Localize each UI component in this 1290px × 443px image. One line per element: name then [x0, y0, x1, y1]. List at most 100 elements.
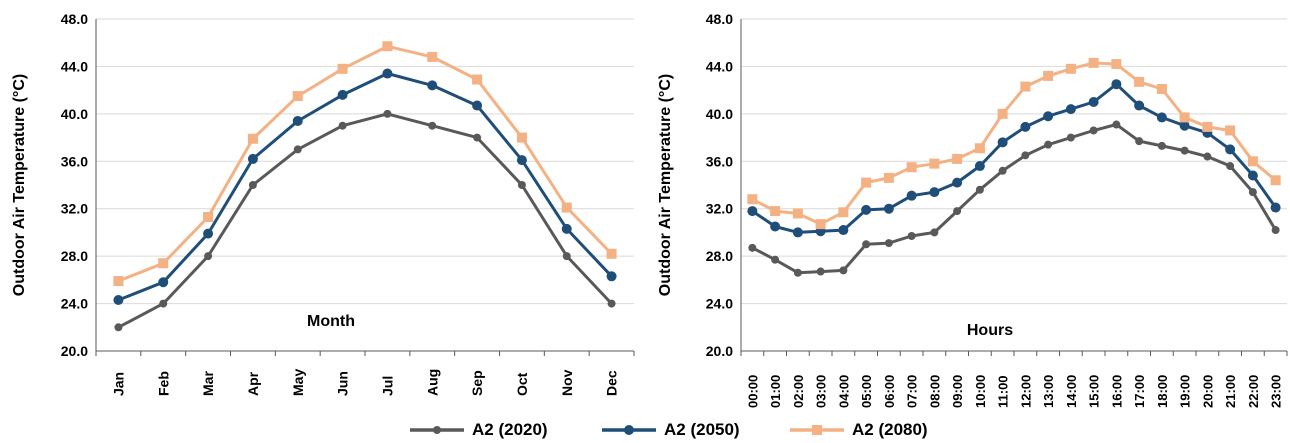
data-point [203, 212, 214, 223]
data-point [997, 108, 1008, 119]
data-point [838, 207, 849, 218]
data-point [293, 145, 302, 154]
data-point [747, 206, 758, 217]
data-point [1020, 121, 1031, 132]
x-tick-label: Feb [155, 371, 171, 396]
data-point [792, 227, 803, 238]
data-point [1247, 156, 1258, 167]
y-axis-title: Outdoor Air Temperature (°C) [657, 74, 674, 296]
data-point [1247, 170, 1258, 181]
y-tick-label: 20.0 [706, 343, 733, 359]
data-point [883, 203, 894, 214]
data-point [1089, 126, 1098, 135]
data-point [1111, 79, 1122, 90]
data-point [428, 121, 437, 130]
chart-1: 20.0 24.0 28.0 32.0 36.0 40.0 44.0 48.0 Jan Feb Ma… [11, 11, 635, 396]
data-point [606, 248, 617, 259]
y-tick-label: 44.0 [61, 58, 88, 74]
data-point [929, 158, 940, 169]
x-tick-label: 10:00 [973, 375, 988, 408]
x-tick-label: 00:00 [745, 375, 760, 408]
data-point [337, 89, 348, 100]
x-tick-label: Nov [559, 369, 575, 396]
data-point [952, 177, 963, 188]
x-tick-label: 23:00 [1269, 375, 1284, 408]
x-tick-label: 08:00 [927, 375, 942, 408]
data-point [1179, 120, 1190, 131]
data-point [427, 51, 438, 62]
data-point [839, 266, 848, 275]
data-point [561, 223, 572, 234]
data-point [861, 204, 872, 215]
data-point [113, 295, 124, 306]
legend-label-a2-2050: A2 (2050) [664, 420, 740, 439]
x-tick-label: Dec [604, 370, 620, 396]
data-point [1180, 146, 1189, 155]
data-point [472, 100, 483, 111]
x-tick-label: 19:00 [1178, 375, 1193, 408]
y-tick-label: 40.0 [706, 106, 733, 122]
y-tick-label: 48.0 [706, 11, 733, 27]
y-tick-label: 44.0 [706, 58, 733, 74]
legend-item-a2-2080: A2 (2080) [788, 418, 928, 442]
data-point [1066, 133, 1075, 142]
data-point [1157, 141, 1166, 150]
x-tick-label: 20:00 [1200, 375, 1215, 408]
legend-swatch-a2-2080 [790, 425, 844, 435]
y-tick-label: 28.0 [61, 248, 88, 264]
y-tick-label: 24.0 [706, 296, 733, 312]
x-tick-label: 04:00 [836, 375, 851, 408]
legend-item-a2-2020: A2 (2020) [408, 418, 548, 442]
y-tick-label: 48.0 [61, 11, 88, 27]
data-point [1203, 152, 1212, 161]
legend-item-a2-2050: A2 (2050) [600, 418, 740, 442]
series-line-2 [117, 72, 613, 302]
x-axis-title: Hours [967, 322, 1013, 339]
data-point [517, 181, 526, 189]
data-point [247, 133, 258, 144]
data-point [1225, 144, 1236, 155]
x-tick-label: 07:00 [905, 375, 920, 408]
data-point [516, 132, 527, 143]
data-point [113, 276, 124, 287]
x-tick-label: 14:00 [1064, 375, 1079, 408]
data-point [1044, 140, 1053, 149]
data-point [473, 133, 482, 142]
series-line-1 [117, 112, 613, 329]
legend-swatch-a2-2050 [602, 425, 656, 435]
x-tick-label: Aug [424, 369, 440, 396]
x-tick-label: 06:00 [882, 375, 897, 408]
x-tick-label: 12:00 [1018, 375, 1033, 408]
y-tick-label: 32.0 [61, 201, 88, 217]
data-point [1111, 59, 1122, 70]
data-point [838, 225, 849, 236]
x-tick-label: 01:00 [768, 375, 783, 408]
data-point [562, 252, 571, 261]
data-point [1156, 83, 1167, 94]
data-point [382, 41, 393, 52]
data-point [1225, 125, 1236, 136]
x-tick-label: Apr [245, 371, 261, 396]
x-tick-label: Jun [335, 371, 351, 396]
data-point [907, 231, 916, 240]
data-point [815, 219, 826, 230]
y-tick-label: 32.0 [706, 201, 733, 217]
x-tick-label: 09:00 [950, 375, 965, 408]
x-tick-label: 11:00 [996, 375, 1011, 408]
x-tick-label: 22:00 [1246, 375, 1261, 408]
data-point [1020, 81, 1031, 92]
x-tick-label: 16:00 [1109, 375, 1124, 408]
data-point [337, 63, 348, 74]
y-tick-label: 20.0 [61, 343, 88, 359]
data-point [816, 267, 825, 276]
x-tick-label: 15:00 [1087, 375, 1102, 408]
data-point [1043, 70, 1054, 81]
data-point [204, 252, 213, 261]
data-point [247, 153, 258, 164]
data-point [1270, 175, 1281, 186]
y-tick-label: 24.0 [61, 296, 88, 312]
x-tick-label: Jul [379, 376, 395, 396]
data-point [930, 228, 939, 237]
data-point [516, 155, 527, 166]
data-point [1248, 188, 1257, 197]
